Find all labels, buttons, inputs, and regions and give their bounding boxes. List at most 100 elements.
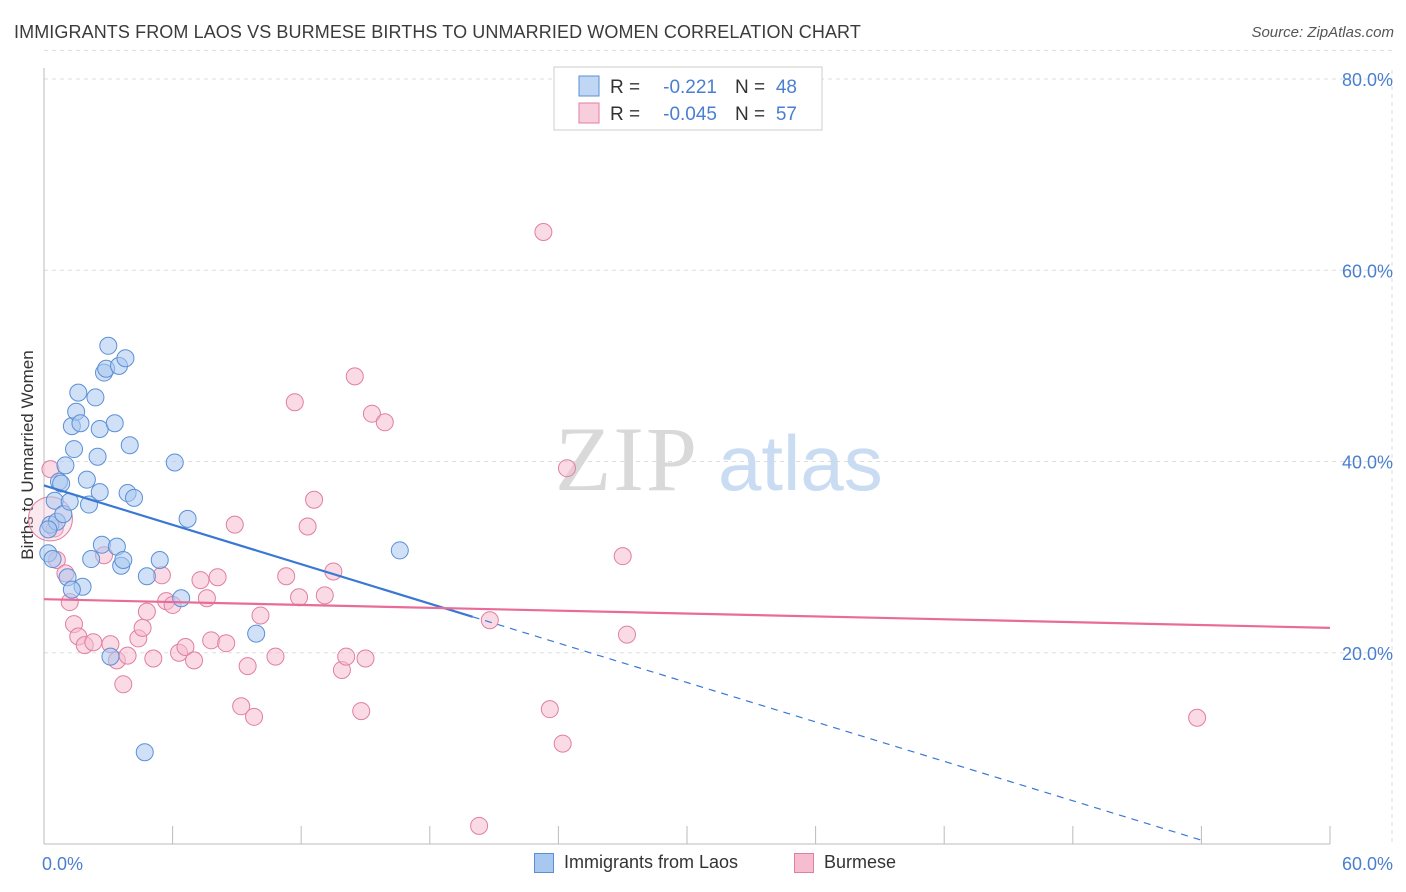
legend-swatch-laos <box>534 852 554 873</box>
data-point-laos <box>116 349 135 368</box>
data-point-laos <box>86 388 105 407</box>
data-point-laos <box>101 647 120 666</box>
legend-item-burmese[interactable]: Burmese <box>794 852 896 873</box>
data-point-laos <box>135 743 154 762</box>
stats-r-label: R = <box>610 77 640 98</box>
y-tick-label: 80.0% <box>1342 70 1393 90</box>
data-point-burmese <box>362 404 381 423</box>
data-point-laos <box>39 520 58 539</box>
data-point-burmese <box>118 646 137 665</box>
data-point-burmese <box>225 515 244 534</box>
data-point-laos <box>77 470 96 489</box>
source-credit: Source: ZipAtlas.com <box>1251 24 1394 41</box>
legend-item-laos[interactable]: Immigrants from Laos <box>534 852 738 873</box>
data-point-laos <box>88 447 107 466</box>
data-point-burmese <box>617 625 636 644</box>
data-point-laos <box>52 474 71 493</box>
watermark-zip: ZIP <box>555 408 699 510</box>
data-point-laos <box>178 509 197 528</box>
data-point-burmese <box>540 700 559 719</box>
data-point-burmese <box>1188 708 1207 727</box>
gridlines <box>44 49 1393 844</box>
data-point-burmese <box>345 367 364 386</box>
series-burmese <box>27 223 1207 835</box>
data-point-burmese <box>290 588 309 607</box>
data-point-laos <box>69 383 88 402</box>
data-point-burmese <box>298 517 317 536</box>
stats-swatch-laos <box>578 75 600 97</box>
data-point-laos <box>150 550 169 569</box>
data-point-burmese <box>197 589 216 608</box>
data-point-burmese <box>534 223 553 241</box>
data-point-laos <box>105 414 124 433</box>
data-point-burmese <box>84 633 103 652</box>
data-point-laos <box>92 535 111 554</box>
data-point-laos <box>137 567 156 586</box>
data-point-laos <box>90 419 109 438</box>
data-point-burmese <box>191 571 210 590</box>
data-point-burmese <box>305 490 324 509</box>
stats-r-label: R = <box>610 104 640 125</box>
data-point-burmese <box>356 649 375 668</box>
stats-legend: R = -0.221 N = 48 R = -0.045 N = 57 <box>553 66 823 131</box>
trendline-burmese <box>43 598 1331 629</box>
stats-n-label: N = <box>735 77 765 98</box>
x-tick-label: 0.0% <box>42 854 83 874</box>
data-point-burmese <box>133 618 152 637</box>
axes <box>43 68 1331 845</box>
data-point-burmese <box>352 702 371 721</box>
x-tick-labels: 0.0% 60.0% <box>42 854 1393 874</box>
stats-r-value: -0.221 <box>663 77 717 98</box>
data-point-burmese <box>232 697 251 716</box>
data-point-laos <box>43 550 62 569</box>
stats-n-label: N = <box>735 104 765 125</box>
y-tick-label: 60.0% <box>1342 261 1393 281</box>
trendline-laos <box>43 484 473 618</box>
y-tick-label: 40.0% <box>1342 453 1393 473</box>
data-point-laos <box>71 414 90 433</box>
watermark-atlas: atlas <box>718 419 883 507</box>
data-point-burmese <box>185 651 204 670</box>
chart-title: IMMIGRANTS FROM LAOS VS BURMESE BIRTHS T… <box>14 22 861 42</box>
watermark: ZIP atlas <box>555 408 883 510</box>
data-point-laos <box>125 488 144 507</box>
data-point-burmese <box>152 566 171 585</box>
data-point-burmese <box>245 707 264 726</box>
data-point-burmese <box>217 634 236 653</box>
y-tick-labels: 20.0% 40.0% 60.0% 80.0% <box>1342 70 1393 664</box>
series-immigrants-from-laos <box>39 336 409 762</box>
data-point-laos <box>82 550 101 569</box>
x-tick-label: 60.0% <box>1342 854 1393 874</box>
legend-label-burmese: Burmese <box>824 852 897 872</box>
data-point-burmese <box>176 638 195 657</box>
data-point-burmese <box>114 675 133 694</box>
stats-n-value: 57 <box>776 104 797 125</box>
data-point-laos <box>120 436 139 455</box>
data-point-burmese <box>337 647 356 666</box>
data-point-laos <box>165 453 184 472</box>
stats-swatch-burmese <box>578 102 600 124</box>
legend-label-laos: Immigrants from Laos <box>564 852 739 872</box>
data-point-laos <box>172 589 191 608</box>
data-point-burmese <box>613 547 632 566</box>
data-point-laos <box>99 336 118 355</box>
data-point-burmese <box>315 586 334 605</box>
data-point-burmese <box>470 816 489 835</box>
data-point-burmese <box>557 459 576 478</box>
data-point-burmese <box>208 568 227 587</box>
data-point-burmese <box>202 631 221 650</box>
data-point-laos <box>390 541 409 560</box>
data-point-laos <box>247 624 266 643</box>
data-point-burmese <box>375 413 394 432</box>
data-point-burmese <box>480 611 499 630</box>
trend-lines <box>43 484 1331 841</box>
data-point-burmese <box>553 734 572 753</box>
legend-swatch-burmese <box>794 852 814 873</box>
data-point-burmese <box>277 567 296 586</box>
stats-n-value: 48 <box>776 77 797 98</box>
data-point-laos <box>56 456 75 475</box>
data-point-laos <box>114 550 133 569</box>
data-point-laos <box>90 483 109 502</box>
y-tick-label: 20.0% <box>1342 644 1393 664</box>
